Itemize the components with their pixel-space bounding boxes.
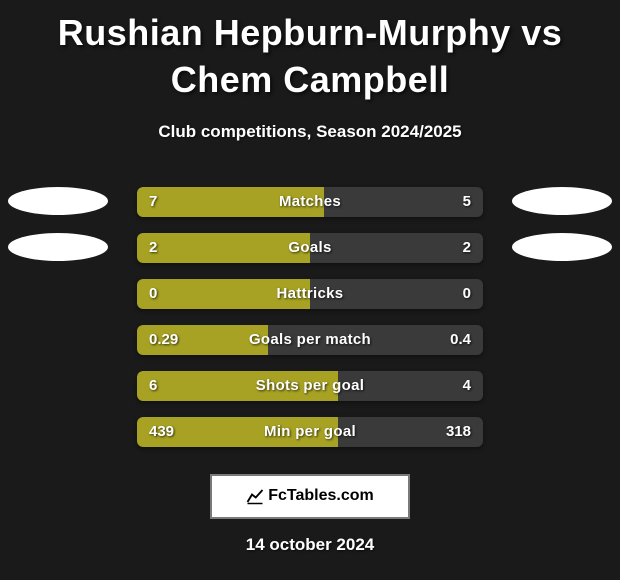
player-oval-right bbox=[512, 187, 612, 215]
stat-row: 0.29Goals per match0.4 bbox=[0, 318, 620, 364]
chart-icon bbox=[246, 487, 264, 505]
brand-text: FcTables.com bbox=[268, 487, 374, 505]
stats-area: 7Matches5 2Goals2 0Hattricks0 0.29Goals per… bbox=[0, 180, 620, 456]
stat-row: 2Goals2 bbox=[0, 226, 620, 272]
stat-value-right: 4 bbox=[451, 371, 483, 401]
stat-bar: 2Goals2 bbox=[137, 233, 483, 263]
stat-bar: 0.29Goals per match0.4 bbox=[137, 325, 483, 355]
stat-label: Goals per match bbox=[137, 325, 483, 355]
stat-row: 7Matches5 bbox=[0, 180, 620, 226]
stat-row: 439Min per goal318 bbox=[0, 410, 620, 456]
footer-date: 14 october 2024 bbox=[0, 535, 620, 555]
stat-value-right: 5 bbox=[451, 187, 483, 217]
stat-value-right: 0 bbox=[451, 279, 483, 309]
player-oval-left bbox=[8, 187, 108, 215]
subtitle: Club competitions, Season 2024/2025 bbox=[0, 122, 620, 142]
stat-bar: 0Hattricks0 bbox=[137, 279, 483, 309]
stat-label: Min per goal bbox=[137, 417, 483, 447]
stat-bar: 6Shots per goal4 bbox=[137, 371, 483, 401]
stat-value-right: 2 bbox=[451, 233, 483, 263]
stat-bar: 7Matches5 bbox=[137, 187, 483, 217]
stat-row: 0Hattricks0 bbox=[0, 272, 620, 318]
stat-row: 6Shots per goal4 bbox=[0, 364, 620, 410]
stat-value-right: 318 bbox=[434, 417, 483, 447]
stat-value-right: 0.4 bbox=[438, 325, 483, 355]
stat-label: Goals bbox=[137, 233, 483, 263]
player-oval-right bbox=[512, 233, 612, 261]
brand-badge[interactable]: FcTables.com bbox=[210, 474, 410, 519]
stat-label: Hattricks bbox=[137, 279, 483, 309]
stat-bar: 439Min per goal318 bbox=[137, 417, 483, 447]
stat-label: Shots per goal bbox=[137, 371, 483, 401]
page-title: Rushian Hepburn-Murphy vs Chem Campbell bbox=[0, 0, 620, 104]
player-oval-left bbox=[8, 233, 108, 261]
stat-label: Matches bbox=[137, 187, 483, 217]
